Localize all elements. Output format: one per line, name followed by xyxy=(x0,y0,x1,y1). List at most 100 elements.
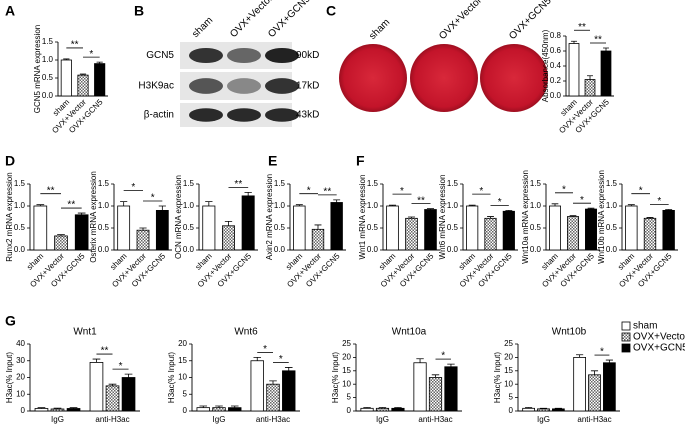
y-tick-label: 1.0 xyxy=(530,201,542,210)
error-bar xyxy=(36,204,45,206)
x-tick-label: anti-H3ac xyxy=(577,415,611,424)
error-bar xyxy=(199,405,208,408)
bar xyxy=(552,408,565,412)
error-bar xyxy=(627,204,635,206)
y-axis-label: OCN mRNA expression xyxy=(174,175,183,259)
error-bar xyxy=(124,373,133,378)
y-tick-label: 25 xyxy=(504,339,513,348)
stain-plate xyxy=(480,44,548,112)
y-tick-label: 0.4 xyxy=(550,61,562,70)
lane-label: sham xyxy=(190,15,215,40)
x-tick-label: anti-H3ac xyxy=(256,415,290,424)
y-tick-label: 1.5 xyxy=(98,179,110,188)
error-bar xyxy=(587,207,595,210)
bar xyxy=(94,63,106,97)
bar xyxy=(502,210,515,251)
y-tick-label: 1.5 xyxy=(606,179,618,188)
significance-label: * xyxy=(279,354,283,365)
error-bar xyxy=(63,58,70,60)
lane-label: OVX+GCN5 xyxy=(266,0,313,40)
bar xyxy=(444,366,458,412)
bar xyxy=(117,205,131,251)
bar xyxy=(155,209,169,251)
y-tick-label: 0.0 xyxy=(550,91,562,100)
significance-label: ** xyxy=(71,40,79,51)
y-tick-label: 10 xyxy=(178,373,187,382)
y-tick-label: 0.5 xyxy=(14,223,26,232)
bar xyxy=(466,205,479,251)
y-axis-label: Wnt1 mRNA expression xyxy=(358,175,367,260)
y-tick-label: 20 xyxy=(504,353,513,362)
blot-band xyxy=(227,78,261,94)
significance-label: * xyxy=(639,185,643,196)
significance-label: ** xyxy=(101,346,109,357)
y-tick-label: 10 xyxy=(504,379,513,388)
bar xyxy=(241,195,255,251)
bar xyxy=(662,209,675,251)
x-tick-label: IgG xyxy=(537,415,550,424)
panel-label: C xyxy=(326,3,336,19)
y-tick-label: 0.0 xyxy=(42,91,54,100)
error-bar xyxy=(505,210,513,212)
bar xyxy=(89,362,104,412)
error-bar xyxy=(554,407,562,409)
error-bar xyxy=(108,383,117,386)
significance-label: * xyxy=(131,182,135,193)
y-tick-label: 0.5 xyxy=(42,73,54,82)
y-tick-label: 0.5 xyxy=(183,223,195,232)
panel-label: B xyxy=(134,3,144,19)
significance-label: ** xyxy=(234,179,242,190)
bar xyxy=(522,407,535,412)
error-bar xyxy=(53,407,62,409)
error-bar xyxy=(431,374,440,378)
error-bar xyxy=(407,216,416,219)
significance-label: * xyxy=(600,347,604,358)
bar xyxy=(282,370,296,412)
bar xyxy=(121,377,136,412)
y-tick-label: 0.2 xyxy=(550,76,562,85)
stain-label: OVX+Vector xyxy=(437,0,484,42)
y-tick-label: 0.0 xyxy=(274,245,286,254)
bar xyxy=(549,205,561,251)
protein-label: H3K9ac xyxy=(138,81,174,92)
blot-band xyxy=(227,47,261,64)
blot-band xyxy=(265,47,299,64)
error-bar xyxy=(569,215,577,217)
bar xyxy=(228,407,242,412)
y-tick-label: 40 xyxy=(16,339,25,348)
error-bar xyxy=(205,201,213,206)
significance-label: ** xyxy=(578,22,586,33)
y-tick-label: 30 xyxy=(16,356,25,365)
panel-label: F xyxy=(356,153,365,169)
significance-label: * xyxy=(657,196,661,207)
bar xyxy=(50,408,65,412)
error-bar xyxy=(576,354,584,358)
error-bar xyxy=(215,405,223,408)
significance-label: * xyxy=(400,186,404,197)
y-tick-label: 20 xyxy=(16,373,25,382)
error-bar xyxy=(224,221,233,226)
error-bar xyxy=(92,358,101,363)
y-tick-label: 1.5 xyxy=(530,179,542,188)
legend-label: sham xyxy=(633,321,657,332)
x-tick-label: IgG xyxy=(376,415,389,424)
significance-label: ** xyxy=(47,185,55,196)
blot-band xyxy=(189,108,223,122)
error-bar xyxy=(551,203,559,206)
bar xyxy=(386,205,399,251)
bar xyxy=(585,208,597,251)
x-tick-label: IgG xyxy=(213,415,226,424)
significance-label: * xyxy=(498,197,502,208)
y-tick-label: 0.6 xyxy=(550,46,562,55)
significance-label: ** xyxy=(323,186,331,197)
error-bar xyxy=(665,209,673,211)
error-bar xyxy=(253,357,262,361)
error-bar xyxy=(230,405,239,408)
stain-plate xyxy=(339,44,407,112)
protein-label: β-actin xyxy=(144,110,174,121)
bar xyxy=(330,202,343,251)
y-tick-label: 0 xyxy=(183,406,188,415)
y-tick-label: 1.0 xyxy=(183,201,195,210)
y-axis-label: GCN5 mRNA expression xyxy=(33,25,42,113)
bar xyxy=(105,385,120,412)
